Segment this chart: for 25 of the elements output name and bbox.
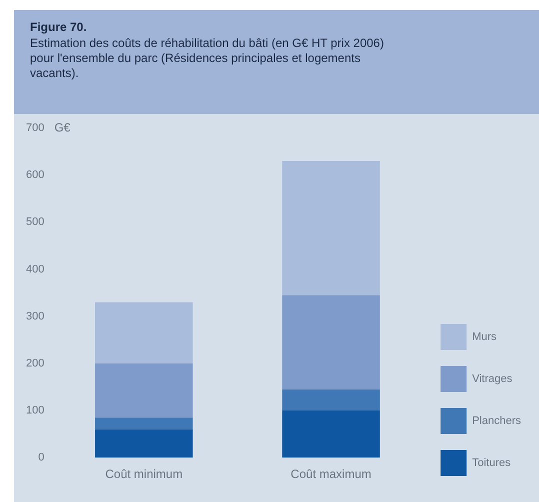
legend-label: Planchers: [472, 415, 522, 428]
chart-title: Figure 70.: [30, 20, 88, 34]
bar: [95, 418, 193, 430]
bar: [282, 410, 380, 458]
bar: [282, 160, 380, 296]
y-tick-label: 500: [26, 216, 44, 228]
y-tick-label: 700: [26, 122, 44, 134]
legend-label: Vitrages: [472, 373, 513, 386]
bar: [95, 363, 193, 418]
y-axis-title: G€: [54, 120, 71, 134]
y-tick-label: 300: [26, 310, 44, 322]
bar: [282, 295, 380, 390]
y-tick-label: 200: [26, 357, 44, 370]
x-tick-label: Coût minimum: [105, 467, 183, 482]
bar: [95, 429, 193, 458]
y-tick-label: 0: [38, 452, 44, 464]
legend-label: Toitures: [472, 457, 512, 470]
y-tick-label: 400: [26, 263, 44, 276]
y-tick-label: 100: [26, 404, 44, 417]
chart-subtitle: Estimation des coûts de réhabilitation du bâti (en G€ HT prix 2006) pour l'ensemble du parc (Résidences principales et logements vacants).: [30, 36, 385, 81]
legend-label: Murs: [472, 331, 498, 344]
bar: [282, 389, 380, 411]
bar: [95, 302, 193, 364]
x-tick-label: Coût maximum: [290, 467, 372, 482]
y-tick-label: 600: [26, 169, 44, 182]
